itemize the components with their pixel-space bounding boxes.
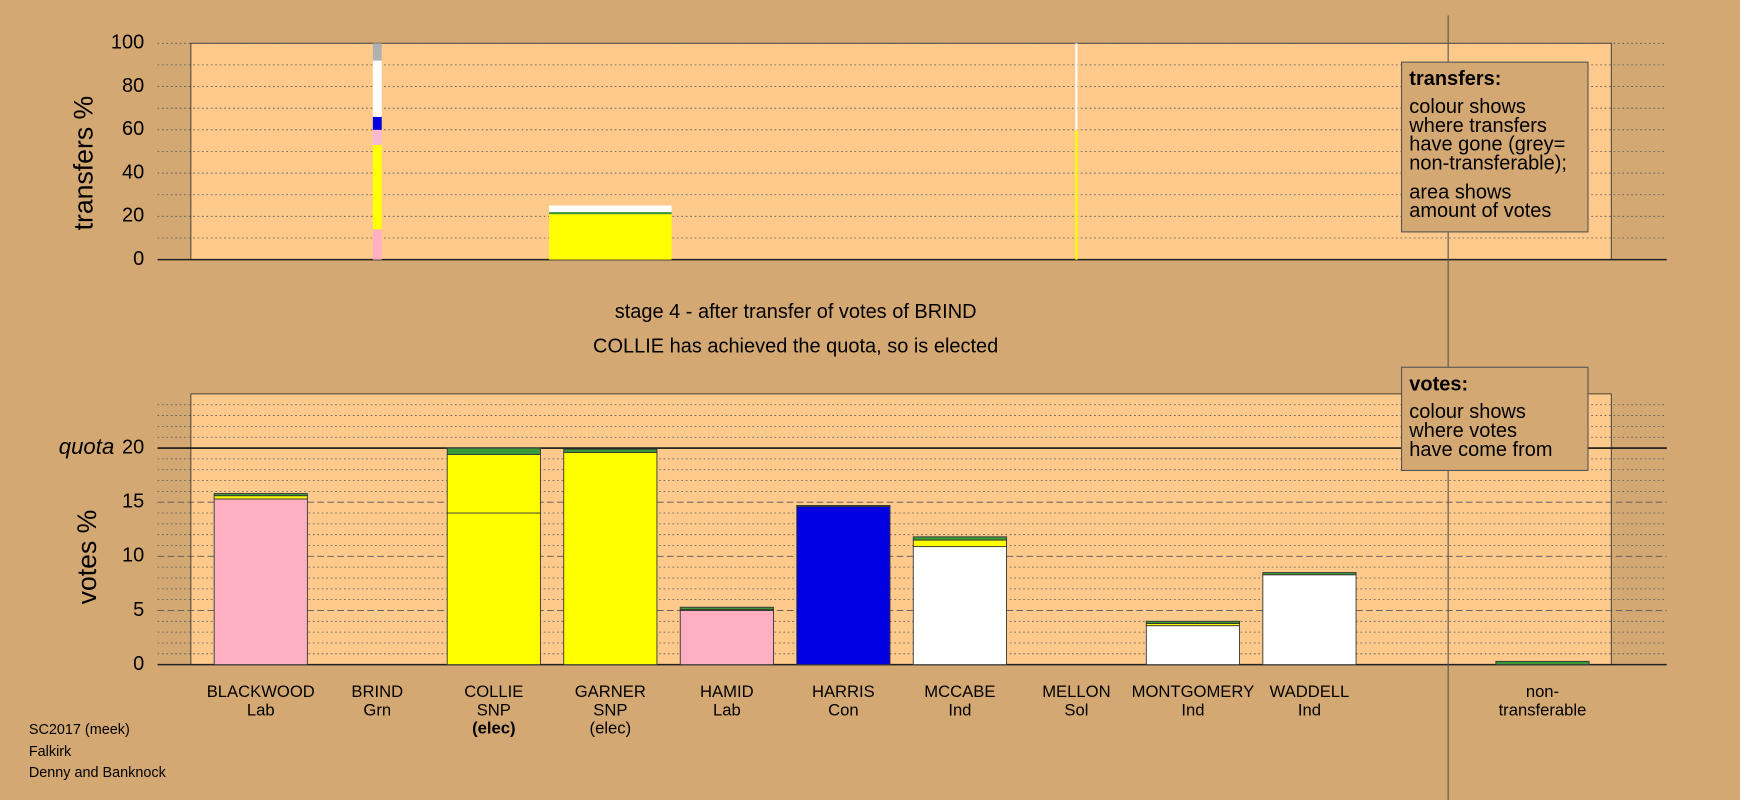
bar-segment bbox=[213, 493, 308, 497]
transfers-plot-area bbox=[190, 42, 1612, 261]
x-tick-label: Ind bbox=[948, 701, 971, 720]
legend-text: non-transferable); bbox=[1409, 152, 1567, 174]
bar-segment bbox=[549, 212, 672, 215]
bar-segment bbox=[446, 512, 541, 666]
legend-text: colour shows bbox=[1409, 401, 1526, 423]
y-tick-label: 15 bbox=[122, 490, 144, 512]
y-axis-label: transfers % bbox=[68, 96, 98, 231]
chart-layer: transfers % 0 20 40 60 80 100 votes % 0 5 10 15 20 qu… bbox=[59, 32, 1667, 737]
x-tick-label: Lab bbox=[247, 701, 275, 720]
y-tick-label: 10 bbox=[122, 545, 144, 567]
legend-text: colour shows bbox=[1409, 96, 1526, 118]
bar-segment bbox=[372, 116, 382, 130]
x-tick-label: GARNER bbox=[575, 682, 646, 701]
x-tick-label: Grn bbox=[363, 701, 391, 720]
x-tick-label: MELLON bbox=[1042, 682, 1110, 701]
bar-segment bbox=[372, 129, 382, 145]
footer: SC2017 (meek) bbox=[29, 722, 130, 738]
bar-segment bbox=[372, 144, 382, 230]
x-tick-label: Ind bbox=[1181, 701, 1204, 720]
y-tick-label: 0 bbox=[133, 653, 144, 675]
bar-segment bbox=[679, 606, 774, 610]
y-tick-label: 20 bbox=[122, 436, 144, 458]
bar-segment bbox=[912, 536, 1007, 541]
y-tick-label: 80 bbox=[122, 75, 144, 97]
x-tick-label: SNP bbox=[593, 701, 627, 720]
bar-segment bbox=[446, 454, 541, 514]
bar-segment bbox=[549, 214, 672, 260]
legend-title: transfers: bbox=[1409, 68, 1501, 90]
x-tick-label: non- bbox=[1526, 682, 1559, 701]
x-tick-label: Ind bbox=[1298, 701, 1321, 720]
bar-segment bbox=[796, 506, 891, 666]
legend-text: area shows bbox=[1409, 181, 1511, 203]
bar-segment bbox=[372, 43, 382, 61]
legend-text: amount of votes bbox=[1409, 200, 1551, 222]
x-tick-label: Con bbox=[828, 701, 859, 720]
y-tick-label: 5 bbox=[133, 599, 144, 621]
footer: Falkirk bbox=[29, 744, 72, 760]
y-tick-label: 20 bbox=[122, 205, 144, 227]
legend-title: votes: bbox=[1409, 373, 1468, 395]
x-tick-label: Sol bbox=[1064, 701, 1088, 720]
stage-note: COLLIE has achieved the quota, so is ele… bbox=[593, 336, 998, 358]
y-tick-label: 40 bbox=[122, 161, 144, 183]
legend-box bbox=[1400, 366, 1589, 472]
bar-segment bbox=[1262, 574, 1357, 666]
x-tick-label: SNP bbox=[477, 701, 511, 720]
bar-segment bbox=[1145, 625, 1240, 666]
x-tick-label: Lab bbox=[713, 701, 741, 720]
x-tick-label: BRIND bbox=[351, 682, 403, 701]
legend-text: have come from bbox=[1409, 439, 1552, 461]
bar-segment bbox=[1075, 129, 1078, 260]
legend-text: where transfers bbox=[1408, 115, 1547, 137]
bar-segment bbox=[563, 451, 658, 666]
x-tick-label: WADDELL bbox=[1270, 682, 1350, 701]
x-tick-label: MONTGOMERY bbox=[1132, 682, 1255, 701]
legend-text: have gone (grey= bbox=[1409, 134, 1565, 156]
y-tick-label: 100 bbox=[111, 32, 144, 54]
bar-segment bbox=[563, 448, 658, 453]
y-tick-label: 0 bbox=[133, 248, 144, 270]
bar-segment bbox=[1495, 660, 1590, 666]
x-tick-label: HAMID bbox=[700, 682, 754, 701]
x-tick-label: COLLIE bbox=[464, 682, 523, 701]
x-tick-label: HARRIS bbox=[812, 682, 875, 701]
stage-title: stage 4 - after transfer of votes of BRI… bbox=[615, 301, 977, 323]
status-label: (elec) bbox=[472, 718, 515, 737]
bar-segment bbox=[213, 498, 308, 666]
bar-segment bbox=[1262, 572, 1357, 576]
bar-segment bbox=[372, 229, 382, 260]
bar-segment bbox=[679, 610, 774, 666]
bar-segment bbox=[372, 60, 382, 117]
x-tick-label: MCCABE bbox=[924, 682, 995, 701]
bar-segment bbox=[446, 447, 541, 455]
legend-text: where votes bbox=[1408, 420, 1517, 442]
bar-segment bbox=[1145, 620, 1240, 624]
footer: Denny and Banknock bbox=[29, 765, 167, 781]
legend-box bbox=[1400, 61, 1589, 233]
bar-segment bbox=[796, 504, 891, 507]
votes-plot-area bbox=[190, 393, 1612, 666]
quota-label: quota bbox=[59, 434, 115, 459]
x-tick-label: transferable bbox=[1499, 701, 1587, 720]
y-axis-label: votes % bbox=[72, 510, 102, 605]
x-tick-label: BLACKWOOD bbox=[207, 682, 315, 701]
bar-segment bbox=[1075, 43, 1078, 130]
y-tick-label: 60 bbox=[122, 118, 144, 140]
bar-segment bbox=[549, 205, 672, 213]
status-label: (elec) bbox=[590, 718, 632, 737]
bar-segment bbox=[912, 539, 1007, 548]
bar-segment bbox=[912, 546, 1007, 666]
bar-segment bbox=[213, 495, 308, 500]
